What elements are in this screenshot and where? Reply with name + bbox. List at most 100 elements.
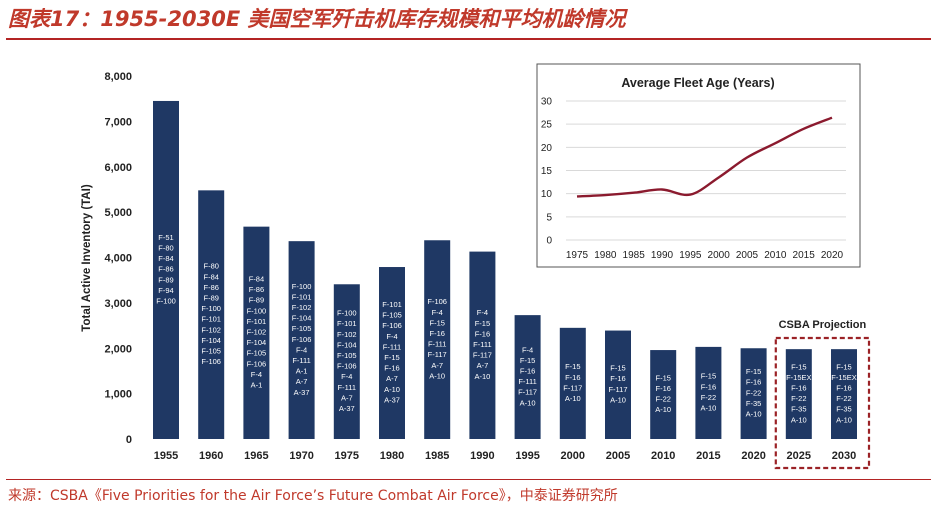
inset-x-tick-label: 2010 — [764, 250, 787, 261]
bar-aircraft-label: F-104 — [201, 336, 221, 345]
bar-aircraft-label: F-15 — [520, 356, 535, 365]
bar-aircraft-label: F-15EX — [786, 373, 811, 382]
inset-x-tick-label: 2015 — [793, 250, 816, 261]
source-rule — [6, 479, 931, 480]
bar-aircraft-label: A-10 — [429, 371, 445, 380]
bar — [379, 267, 405, 439]
bar-group: F-100F-101F-102F-104F-105F-106F-4F-111A-… — [288, 241, 315, 439]
bar-aircraft-label: F-101 — [201, 315, 221, 324]
inset-x-tick-label: 1975 — [566, 250, 589, 261]
bar-aircraft-label: F-15 — [610, 364, 625, 373]
bar-aircraft-label: F-89 — [158, 275, 173, 284]
bar-aircraft-label: F-16 — [701, 382, 716, 391]
bar-aircraft-label: F-4 — [296, 345, 307, 354]
bar-aircraft-label: F-16 — [836, 383, 851, 392]
bar-aircraft-label: F-4 — [386, 332, 397, 341]
bar-aircraft-label: F-105 — [382, 311, 402, 320]
inset-x-tick-label: 1990 — [651, 250, 674, 261]
bar-aircraft-label: A-7 — [341, 393, 353, 402]
bar-aircraft-label: F-111 — [518, 377, 536, 386]
figure-title: 图表17：1955-2030E 美国空军歼击机库存规模和平均机龄情况 — [8, 7, 626, 31]
bar-aircraft-label: F-16 — [384, 364, 399, 373]
bar-group: F-15 F-16F-117 A-10 — [559, 327, 586, 439]
bar-aircraft-label: F-4 — [432, 308, 443, 317]
bar-aircraft-label: F-86 — [158, 265, 173, 274]
x-tick-label: 2025 — [787, 450, 811, 462]
bar-aircraft-label: F-105 — [337, 351, 357, 360]
bar-aircraft-label: A-10 — [791, 415, 807, 424]
x-tick-label: 1980 — [380, 450, 404, 462]
bar — [559, 327, 586, 439]
inset-y-tick-label: 0 — [546, 236, 552, 247]
inset-y-tick-label: 20 — [541, 143, 553, 154]
bar-aircraft-label: F-106 — [427, 297, 447, 306]
bar-aircraft-label: A-10 — [836, 415, 852, 424]
bar-aircraft-label: F-15 — [429, 318, 444, 327]
bar — [740, 348, 767, 439]
bar — [198, 190, 225, 439]
bar-aircraft-label: A-37 — [339, 404, 355, 413]
bar-aircraft-label: F-111 — [292, 356, 310, 365]
projection-label: CSBA Projection — [779, 319, 867, 331]
bar-aircraft-label: A-10 — [565, 394, 581, 403]
inset-y-tick-label: 25 — [541, 120, 553, 131]
x-tick-label: 2005 — [606, 450, 630, 462]
bar-aircraft-label: F-15 — [836, 362, 851, 371]
bar-aircraft-label: F-105 — [247, 349, 267, 358]
main-y-ticks: 0 1,000 2,000 3,000 4,000 5,000 6,000 7,000 8,00… — [104, 71, 132, 446]
bar-aircraft-label: F-100 — [247, 306, 267, 315]
projection-box: CSBA Projection — [774, 319, 871, 470]
y-tick-label: 6,000 — [104, 162, 132, 174]
bar-aircraft-label: F-4 — [477, 308, 488, 317]
bar-aircraft-label: F-101 — [382, 300, 402, 309]
bar-aircraft-label: A-1 — [296, 367, 308, 376]
bar-aircraft-label: F-35 — [746, 399, 761, 408]
bar-aircraft-label: F-105 — [292, 324, 312, 333]
x-tick-label: 2020 — [741, 450, 765, 462]
fleet-age-line — [576, 116, 833, 198]
y-tick-label: 3,000 — [104, 298, 132, 310]
inset-y-tick-label: 10 — [541, 189, 553, 200]
bar-aircraft-label: A-7 — [386, 374, 398, 383]
bar-aircraft-label: A-10 — [655, 405, 671, 414]
bar-aircraft-label: F-16 — [791, 383, 806, 392]
bar-aircraft-label: F-105 — [201, 346, 221, 355]
bar-aircraft-label: F-89 — [249, 296, 264, 305]
bar-aircraft-label: F-104 — [292, 314, 312, 323]
bar-aircraft-label: F-106 — [337, 362, 357, 371]
bar-group: F-15F-16 F-22 A-10 — [695, 346, 722, 439]
bar — [605, 330, 631, 439]
bar-aircraft-label: A-10 — [700, 404, 716, 413]
bar-aircraft-label: F-106 — [201, 357, 221, 366]
bar — [785, 349, 812, 439]
inset-frame — [536, 63, 861, 268]
bar-aircraft-label: F-117 — [563, 383, 582, 392]
bar-aircraft-label: F-15 — [475, 319, 490, 328]
y-tick-label: 4,000 — [104, 253, 132, 265]
title-rule — [6, 38, 931, 40]
bar-aircraft-label: F-111 — [473, 340, 491, 349]
bar-aircraft-label: F-117 — [608, 385, 627, 394]
x-tick-label: 1955 — [154, 450, 178, 462]
bar-aircraft-label: F-51 — [158, 233, 173, 242]
bar — [243, 226, 270, 439]
bar-aircraft-label: F-15 — [701, 372, 716, 381]
x-tick-label: 1985 — [425, 450, 449, 462]
bar — [650, 350, 677, 439]
bar-aircraft-label: F-111 — [338, 383, 356, 392]
bar-aircraft-label: F-117 — [473, 351, 492, 360]
bar-aircraft-label: F-117 — [518, 388, 537, 397]
y-tick-label: 1,000 — [104, 389, 132, 401]
y-tick-label: 8,000 — [104, 71, 132, 83]
inset-y-tick-label: 15 — [541, 166, 553, 177]
bar-aircraft-label: F-35 — [836, 405, 851, 414]
bar-aircraft-label: F-22 — [655, 395, 670, 404]
bar-aircraft-label: F-4 — [341, 372, 352, 381]
bar-group: F-100F-101F-102F-104F-105F-106F-4F-111A-… — [333, 284, 360, 439]
bar-aircraft-label: F-16 — [520, 366, 535, 375]
x-tick-label: 1965 — [244, 450, 268, 462]
